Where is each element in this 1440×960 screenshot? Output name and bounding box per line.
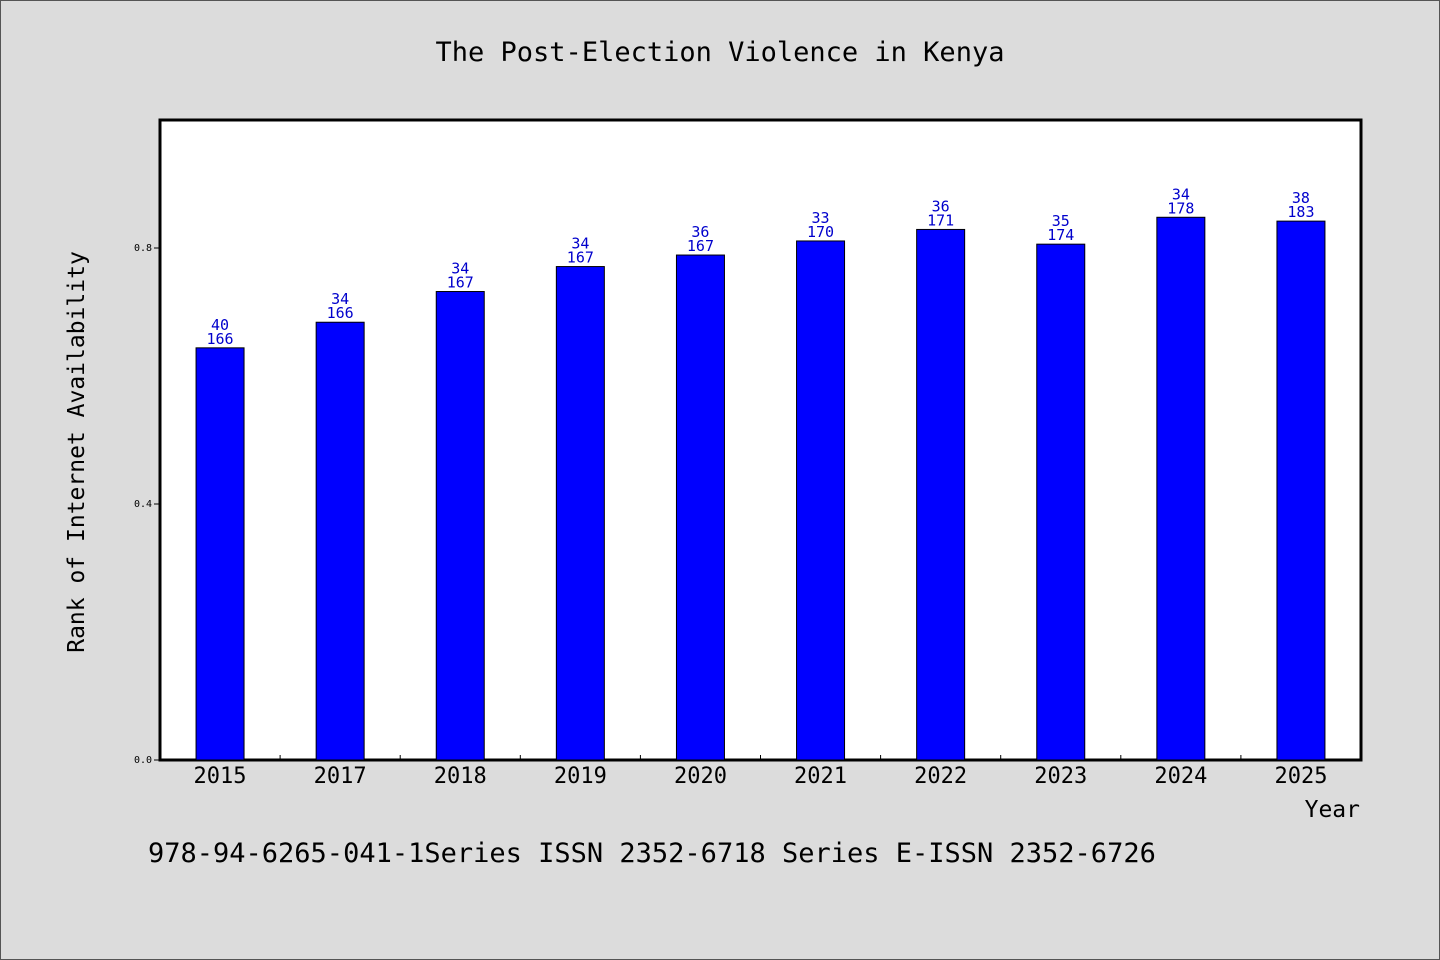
bar <box>555 266 605 761</box>
data-label: 36 <box>691 223 709 241</box>
bar <box>435 291 485 761</box>
x-tick-label: 2022 <box>914 764 967 789</box>
y-axis: 0.0 0.4 0.8 <box>134 243 160 766</box>
data-label: 167 <box>567 249 594 267</box>
data-label: 40 <box>211 316 229 334</box>
chart-title: The Post-Election Violence in Kenya <box>436 37 1005 68</box>
data-label: 167 <box>447 274 474 292</box>
bar <box>195 347 245 761</box>
x-tick-label: 2018 <box>434 764 487 789</box>
data-label: 174 <box>1047 226 1074 244</box>
x-tick-label: 2025 <box>1274 764 1327 789</box>
data-label: 35 <box>1052 212 1070 230</box>
data-label: 170 <box>807 223 834 241</box>
data-label: 183 <box>1287 203 1314 221</box>
y-tick-label: 0.0 <box>134 755 152 766</box>
bar <box>916 228 966 761</box>
bar <box>796 240 846 761</box>
data-label: 34 <box>571 235 589 253</box>
data-label: 34 <box>1172 185 1190 203</box>
y-tick-label: 0.8 <box>134 243 152 254</box>
x-tick-label: 2015 <box>194 764 247 789</box>
bar <box>675 254 725 761</box>
x-axis-label: Year <box>1305 797 1360 823</box>
x-tick-label: 2023 <box>1034 764 1087 789</box>
data-label: 166 <box>327 304 354 322</box>
bar <box>1156 216 1206 761</box>
data-label: 36 <box>932 197 950 215</box>
data-label: 178 <box>1167 199 1194 217</box>
bar <box>1036 243 1086 761</box>
footer-isbn-text: 978-94-6265-041-1Series ISSN 2352-6718 S… <box>148 838 1156 869</box>
data-label: 171 <box>927 211 954 229</box>
y-axis-label: Rank of Internet Availability <box>64 251 90 653</box>
data-label: 34 <box>331 290 349 308</box>
x-tick-label: 2017 <box>314 764 367 789</box>
data-label: 166 <box>207 330 234 348</box>
data-label: 38 <box>1292 189 1310 207</box>
data-label: 33 <box>812 209 830 227</box>
bar <box>1276 220 1326 761</box>
bar <box>315 321 365 761</box>
x-tick-label: 2021 <box>794 764 847 789</box>
data-label: 34 <box>451 260 469 278</box>
data-label: 167 <box>687 237 714 255</box>
x-tick-label: 2020 <box>674 764 727 789</box>
x-tick-label: 2024 <box>1154 764 1207 789</box>
x-axis: 2015 2017 2018 2019 2020 2021 2022 2023 2024 2025 <box>194 755 1327 789</box>
x-tick-label: 2019 <box>554 764 607 789</box>
y-tick-label: 0.4 <box>134 499 152 510</box>
